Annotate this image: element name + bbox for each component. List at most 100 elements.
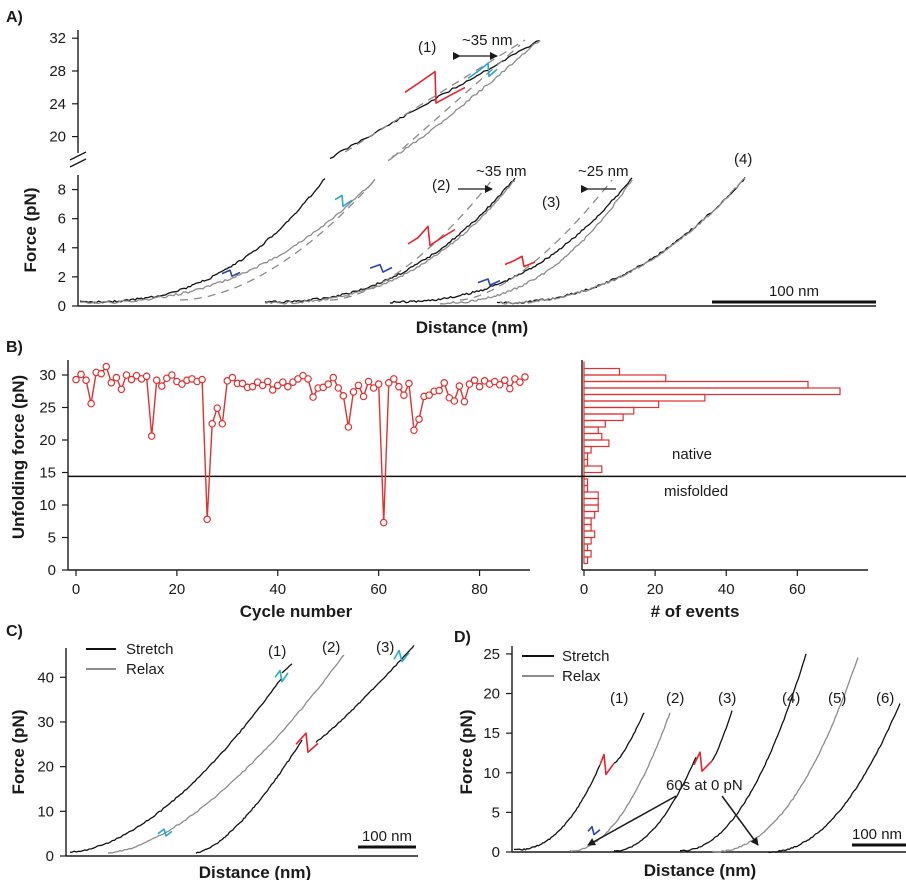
relax-trace: [569, 712, 671, 852]
panel-d-ticks: 0 5 10 15 20 25: [483, 646, 512, 861]
unfolding-force-point: [213, 404, 222, 412]
unfolding-force-point: [389, 375, 398, 383]
wlc-guide-line: [329, 179, 493, 301]
stretch-trace: [613, 756, 697, 852]
wlc-guide-line: [179, 179, 376, 301]
unfolding-force-point: [248, 382, 257, 391]
relax-trace: [439, 179, 633, 305]
y-tick-label: 5: [48, 530, 56, 547]
panel-a-trace-label: (2): [432, 177, 450, 194]
y-tick-label: 20: [49, 129, 66, 146]
unfolding-force-line: [75, 365, 526, 524]
x-tick-label: 20: [169, 581, 186, 598]
unfolding-force-point: [329, 373, 338, 382]
relax-trace: [711, 657, 859, 853]
histogram-bar: [583, 484, 589, 493]
unfolding-force-point: [364, 377, 373, 386]
unfolding-force-point: [435, 386, 444, 395]
histogram-bar: [583, 536, 592, 545]
x-tick-label: 60: [370, 581, 387, 598]
unfolding-force-point: [208, 419, 217, 428]
unfolding-force-point: [198, 375, 206, 384]
relax-trace: [80, 178, 376, 305]
histogram-bar: [583, 510, 596, 519]
refolding-event: [274, 669, 289, 683]
panel-a-trace-label: (3): [542, 194, 560, 211]
panel-a-trace-label: (1): [418, 39, 436, 56]
misfolded-label: misfolded: [664, 483, 728, 500]
unfolding-event: [693, 751, 713, 772]
histogram-bar: [583, 497, 599, 506]
unfolding-force-point: [279, 378, 287, 386]
unfolding-force-point: [410, 426, 418, 435]
stretch-trace: [679, 653, 807, 852]
panel-d-wait-arrow: [587, 795, 677, 846]
unfolding-force-point: [284, 382, 292, 391]
panel-d-trace-label: (3): [718, 690, 736, 707]
panel-b-label: B): [6, 339, 23, 356]
y-tick-label: 15: [39, 465, 56, 482]
panel-a-trace-label: (4): [734, 151, 752, 168]
y-tick-label: 28: [49, 63, 66, 80]
stretch-trace: [195, 739, 303, 854]
unfolding-force-point: [369, 384, 378, 392]
stretch-trace: [281, 663, 293, 674]
histogram-bar: [583, 439, 610, 448]
y-tick-label: 30: [39, 367, 56, 384]
stretch-trace: [315, 645, 415, 743]
y-tick-label: 10: [39, 497, 56, 514]
unfolding-force-series: [72, 362, 529, 527]
panel-d-y-label: Force (pN): [457, 710, 476, 795]
unfolding-force-point: [304, 375, 312, 383]
unfolding-force-point: [72, 375, 80, 384]
unfolding-force-point: [425, 391, 433, 399]
panel-c-traces: [70, 645, 415, 854]
y-tick-label: 6: [58, 211, 66, 228]
x-tick-label: 80: [471, 581, 488, 598]
unfolding-force-point: [178, 380, 186, 388]
unfolding-force-point: [349, 388, 358, 396]
unfolding-force-point: [440, 378, 449, 387]
unfolding-force-point: [395, 382, 403, 391]
blue-event: [221, 269, 241, 277]
panel-b-y-label: Unfolding force (pN): [9, 375, 28, 539]
refolding-event: [393, 649, 410, 663]
panel-a-traces: [79, 39, 746, 305]
blue-event: [369, 263, 393, 273]
unfolding-force-point: [218, 419, 227, 428]
panel-d-trace-label: (5): [828, 690, 846, 707]
unfolding-force-point: [506, 384, 514, 393]
unfolding-force-point: [384, 378, 393, 387]
legend-relax-label: Relax: [126, 661, 165, 678]
unfolding-force-point: [475, 382, 484, 391]
unfolding-event: [504, 255, 536, 268]
y-tick-label: 30: [37, 714, 54, 731]
legend-stretch-label: Stretch: [562, 648, 610, 665]
unfolding-event: [404, 70, 466, 104]
unfolding-force-point: [82, 376, 90, 385]
unfolding-force-point: [258, 381, 267, 390]
panel-d-trace-label: (2): [666, 690, 684, 707]
histogram-bar: [583, 445, 592, 454]
panel-c-trace-label: (2): [322, 639, 340, 656]
unfolding-force-point: [470, 376, 479, 385]
panel-d: D) 0 5 10 15 20 25 Force (pN) Distance (nm) S…: [454, 629, 906, 880]
legend-relax-label: Relax: [562, 668, 601, 685]
histogram-bar: [583, 517, 592, 526]
histogram-bar: [583, 478, 589, 487]
x-tick-label: 40: [269, 581, 286, 598]
x-tick-label: 0: [580, 581, 588, 598]
refolding-event: [157, 828, 173, 837]
panel-a-distance-annotation: ~35 nm: [462, 32, 512, 49]
unfolding-force-point: [97, 369, 106, 378]
unfolding-force-point: [415, 415, 423, 424]
histogram-bar: [583, 465, 603, 474]
unfolding-force-point: [268, 386, 277, 394]
unfolding-event: [295, 732, 319, 754]
unfolding-event: [407, 225, 456, 247]
panel-c-label: C): [6, 623, 23, 640]
histogram-bar: [583, 432, 603, 441]
histogram-bar: [583, 406, 635, 415]
y-tick-label: 5: [492, 804, 500, 821]
